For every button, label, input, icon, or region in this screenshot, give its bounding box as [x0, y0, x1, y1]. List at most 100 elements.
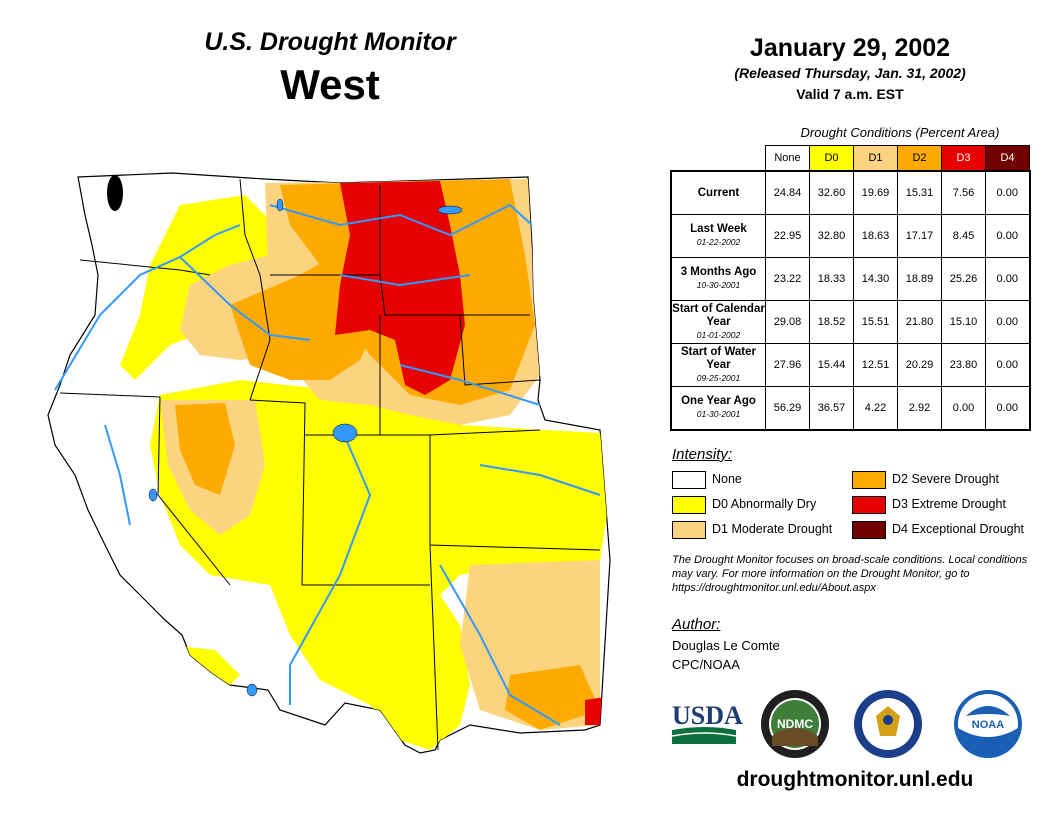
stats-col-d0: D0: [809, 145, 854, 172]
noaa-logo: NOAA: [954, 690, 1022, 758]
stats-col-d2: D2: [897, 145, 942, 172]
stats-cell: 2.92: [897, 386, 942, 431]
legend-label: D3 Extreme Drought: [892, 497, 1006, 511]
stats-row-label: One Year Ago 01-30-2001: [670, 386, 766, 431]
ndmc-logo: NDMC: [761, 690, 829, 758]
stats-cell: 17.17: [897, 214, 942, 258]
map-date: January 29, 2002: [749, 34, 951, 62]
legend-swatch: [672, 470, 706, 489]
legend-swatch: [672, 495, 706, 514]
stats-row-title: Start of Calendar Year: [672, 302, 765, 328]
border-wa-or: [79, 259, 211, 276]
arkansas-river: [479, 464, 601, 496]
lake-sakakawea: [437, 205, 463, 215]
stats-cell: 25.26: [941, 257, 986, 301]
usda-logo: USDA: [671, 701, 743, 744]
legend-swatch: [852, 495, 886, 514]
valid-time: Valid 7 a.m. EST: [796, 86, 904, 102]
stats-cell: 0.00: [985, 170, 1031, 215]
border-nv-ut: [249, 399, 306, 586]
border-az-nm: [429, 544, 439, 751]
legend-item: D4 Exceptional Drought: [852, 520, 1025, 539]
d0-region-central: [150, 380, 610, 750]
puget-sound: [107, 175, 123, 211]
legend-item: D0 Abnormally Dry: [672, 495, 816, 514]
flathead-lake: [276, 198, 284, 212]
stats-row-title: One Year Ago: [681, 395, 756, 407]
title-block: U.S. Drought Monitor West: [180, 28, 480, 109]
legend-label: None: [712, 472, 742, 486]
doc-seal: [854, 690, 922, 758]
website-url[interactable]: droughtmonitor.unl.edu: [736, 768, 974, 791]
platte-river: [399, 364, 541, 406]
stats-cell: 0.00: [985, 300, 1031, 344]
legend-label: D4 Exceptional Drought: [892, 522, 1025, 536]
d2-region-nevada: [175, 403, 235, 495]
d2-region-south: [505, 665, 600, 730]
stats-cell: 18.63: [853, 214, 898, 258]
state-borders: [59, 178, 601, 751]
rio-grande: [439, 564, 561, 726]
legend-swatch: [852, 470, 886, 489]
stats-row-date: 09-25-2001: [696, 372, 741, 383]
border-sd-ne: [459, 314, 541, 386]
date-block: January 29, 2002 (Released Thursday, Jan…: [680, 34, 1020, 102]
lake-tahoe: [148, 488, 158, 502]
stats-header-blank: [671, 146, 766, 172]
drought-map: [40, 165, 620, 765]
release-date: (Released Thursday, Jan. 31, 2002): [734, 65, 966, 81]
d3-region-south: [585, 697, 608, 725]
author-org: CPC/NOAA: [672, 657, 740, 672]
map-title: U.S. Drought Monitor: [204, 28, 456, 56]
stats-cell: 19.69: [853, 170, 898, 215]
author-name: Douglas Le Comte: [672, 638, 780, 653]
stats-cell: 15.51: [853, 300, 898, 344]
border-id: [239, 178, 271, 401]
colorado-river: [289, 424, 372, 705]
stats-cell: 0.00: [985, 214, 1031, 258]
salton-sea: [246, 683, 258, 697]
stats-row-title: Current: [697, 186, 740, 199]
yellowstone-river: [339, 274, 471, 287]
stats-cell: 8.45: [941, 214, 986, 258]
sacramento-river: [104, 424, 131, 526]
stats-col-d1: D1: [853, 145, 898, 172]
columbia-river: [54, 224, 241, 391]
stats-row-label: Start of Calendar Year 01-01-2002: [670, 300, 766, 344]
stats-cell: 36.57: [809, 386, 854, 431]
stats-cell: 24.84: [765, 170, 810, 215]
logos-svg: USDA NDMC NOAA: [671, 690, 1022, 758]
legend-item: D1 Moderate Drought: [672, 520, 832, 539]
stats-cell: 4.22: [853, 386, 898, 431]
region-title: West: [280, 61, 380, 108]
stats-cell: 56.29: [765, 386, 810, 431]
map-svg: [47, 172, 611, 754]
usda-logo-text: USDA: [672, 701, 743, 730]
stats-row-label: Last Week 01-22-2002: [670, 214, 766, 258]
stats-cell: 23.80: [941, 343, 986, 387]
stats-cell: 7.56: [941, 170, 986, 215]
stats-cell: 32.60: [809, 170, 854, 215]
stats-cell: 23.22: [765, 257, 810, 301]
stats-row: Current 24.84 32.60 19.69 15.31 7.56 0.00: [670, 170, 1031, 215]
legend-label: D2 Severe Drought: [892, 472, 1000, 486]
border-co: [380, 434, 601, 551]
legend-title: Intensity:: [672, 446, 733, 463]
legend-swatch: [852, 520, 886, 539]
stats-row-date: 10-30-2001: [696, 280, 741, 290]
border-nv-ca: [157, 396, 231, 586]
stats-row-date: 01-01-2002: [696, 329, 741, 340]
stats-cell: 21.80: [897, 300, 942, 344]
stats-cell: 15.44: [809, 343, 854, 387]
stats-cell: 18.52: [809, 300, 854, 344]
stats-row: 3 Months Ago 10-30-2001 23.22 18.33 14.30 18.…: [670, 257, 1031, 301]
border-mt-wy: [270, 274, 530, 316]
stats-cell: 0.00: [941, 386, 986, 431]
stats-cell: 18.33: [809, 257, 854, 301]
stats-col-d3: D3: [941, 145, 986, 172]
missouri-river: [269, 203, 533, 237]
d3-region: [335, 181, 465, 395]
legend-item: D3 Extreme Drought: [852, 495, 1006, 514]
stats-row-title: 3 Months Ago: [680, 266, 757, 278]
stats-caption: Drought Conditions (Percent Area): [800, 125, 1000, 140]
